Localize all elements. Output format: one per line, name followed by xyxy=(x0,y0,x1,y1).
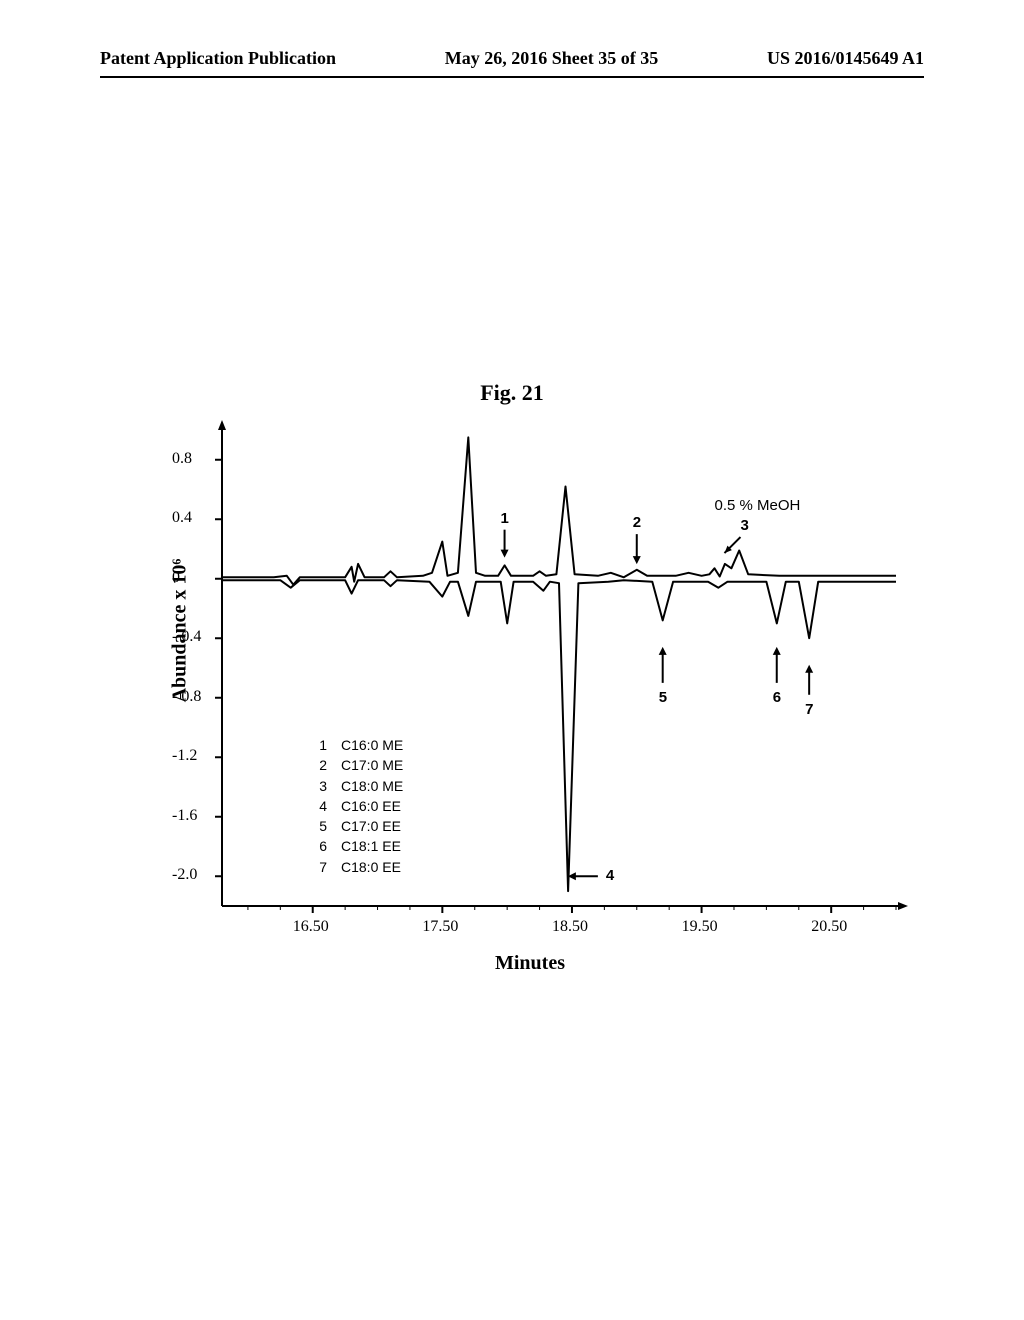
annot-1: 1 xyxy=(501,510,509,527)
legend-num: 2 xyxy=(319,755,327,775)
y-tick-label: 0.8 xyxy=(172,450,192,468)
legend-row: 2 C17:0 ME xyxy=(319,755,403,775)
header-left: Patent Application Publication xyxy=(100,48,336,69)
y-tick-label: 0.4 xyxy=(172,509,192,527)
y-tick-label: 0 xyxy=(172,569,180,587)
header-rule xyxy=(100,76,924,78)
y-tick-label: - 0.8 xyxy=(172,688,201,706)
legend-num: 4 xyxy=(319,796,327,816)
legend-row: 6 C18:1 EE xyxy=(319,836,403,856)
legend-num: 3 xyxy=(319,776,327,796)
legend-row: 5 C17:0 EE xyxy=(319,816,403,836)
legend-label: C18:0 EE xyxy=(341,857,401,877)
legend-num: 7 xyxy=(319,857,327,877)
annot-5: 5 xyxy=(659,689,667,706)
legend-label: C17:0 EE xyxy=(341,816,401,836)
header-center: May 26, 2016 Sheet 35 of 35 xyxy=(445,48,658,69)
annot-2: 2 xyxy=(633,514,641,531)
x-tick-label: 17.50 xyxy=(422,918,458,936)
figure-title: Fig. 21 xyxy=(0,380,1024,406)
legend-label: C17:0 ME xyxy=(341,755,403,775)
header-right: US 2016/0145649 A1 xyxy=(767,48,924,69)
page-header: Patent Application Publication May 26, 2… xyxy=(0,48,1024,69)
y-tick-label: -1.2 xyxy=(172,747,197,765)
y-tick-label: -1.6 xyxy=(172,807,197,825)
legend-label: C18:1 EE xyxy=(341,836,401,856)
x-tick-label: 19.50 xyxy=(682,918,718,936)
annot-4: 4 xyxy=(606,867,614,884)
x-axis-label: Minutes xyxy=(150,952,910,975)
legend-num: 6 xyxy=(319,836,327,856)
legend-row: 1 C16:0 ME xyxy=(319,735,403,755)
annot-6: 6 xyxy=(773,689,781,706)
legend: 1 C16:0 ME 2 C17:0 ME 3 C18:0 ME 4 C16:0 EE 5 C17… xyxy=(319,735,403,877)
legend-num: 5 xyxy=(319,816,327,836)
legend-row: 7 C18:0 EE xyxy=(319,857,403,877)
legend-label: C16:0 ME xyxy=(341,735,403,755)
legend-label: C18:0 ME xyxy=(341,776,403,796)
legend-row: 4 C16:0 EE xyxy=(319,796,403,816)
condition-label: 0.5 % MeOH xyxy=(715,497,801,514)
legend-num: 1 xyxy=(319,735,327,755)
annot-3: 3 xyxy=(740,517,748,534)
x-tick-label: 16.50 xyxy=(293,918,329,936)
x-tick-label: 20.50 xyxy=(811,918,847,936)
y-tick-label: - 0.4 xyxy=(172,628,201,646)
x-tick-label: 18.50 xyxy=(552,918,588,936)
annot-7: 7 xyxy=(805,701,813,718)
legend-label: C16:0 EE xyxy=(341,796,401,816)
legend-row: 3 C18:0 ME xyxy=(319,776,403,796)
y-tick-label: -2.0 xyxy=(172,866,197,884)
